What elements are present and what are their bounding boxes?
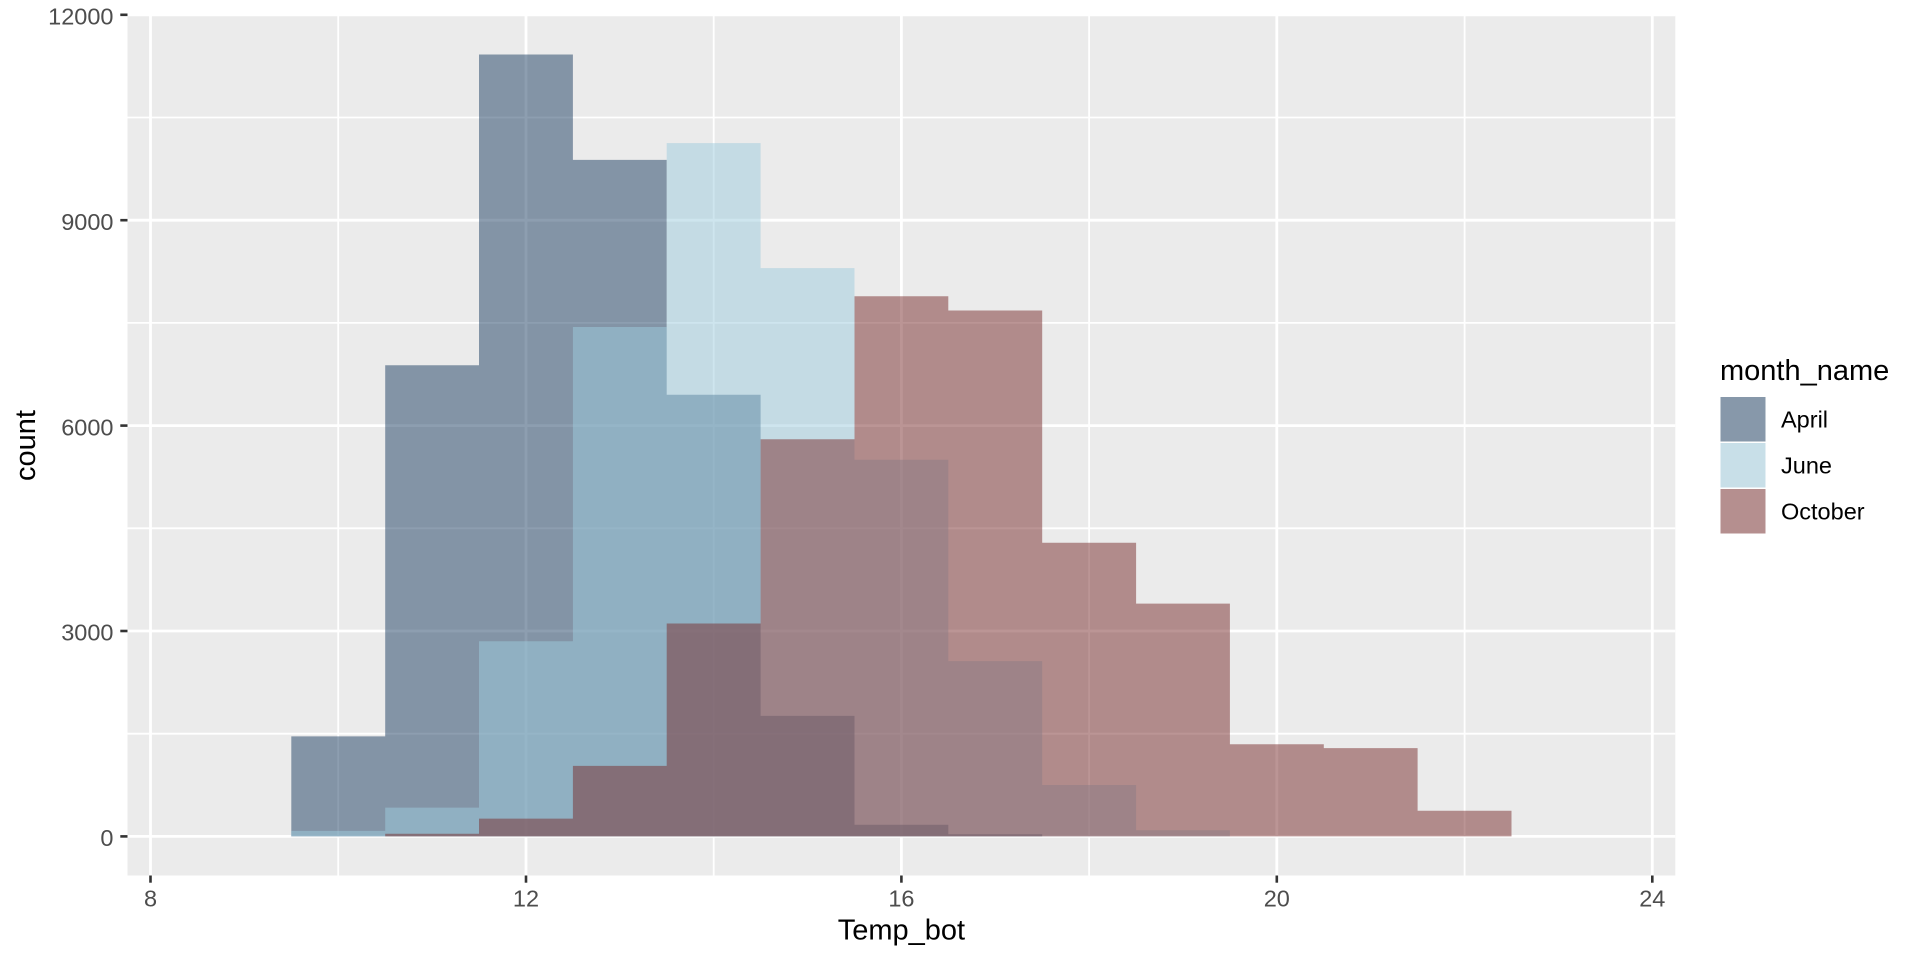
svg-text:0: 0 — [100, 825, 113, 851]
svg-text:20: 20 — [1264, 886, 1290, 912]
svg-text:12: 12 — [513, 886, 539, 912]
svg-text:June: June — [1781, 453, 1832, 479]
svg-text:October: October — [1781, 499, 1865, 525]
svg-text:Temp_bot: Temp_bot — [838, 915, 965, 947]
svg-text:24: 24 — [1639, 886, 1665, 912]
svg-text:9000: 9000 — [61, 209, 113, 235]
svg-text:3000: 3000 — [61, 620, 113, 646]
svg-text:month_name: month_name — [1720, 355, 1889, 387]
svg-text:6000: 6000 — [61, 414, 113, 440]
svg-text:8: 8 — [144, 886, 157, 912]
svg-text:count: count — [10, 410, 42, 481]
svg-text:12000: 12000 — [48, 4, 113, 30]
svg-text:16: 16 — [888, 886, 914, 912]
svg-text:April: April — [1781, 407, 1828, 433]
